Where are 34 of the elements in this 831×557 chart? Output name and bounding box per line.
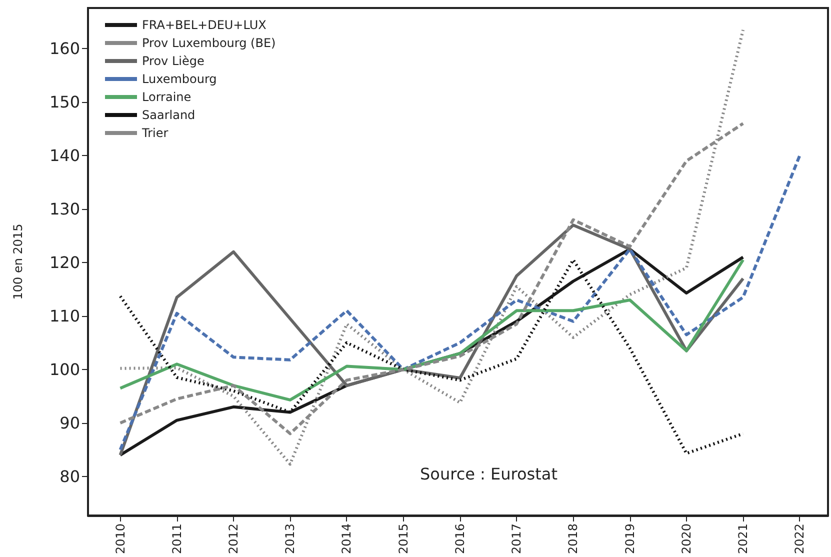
x-tick-label: 2022 (792, 523, 807, 554)
y-axis-title: 100 en 2015 (11, 224, 25, 300)
x-tick-label: 2014 (340, 523, 354, 554)
x-tick-label: 2019 (622, 523, 637, 554)
y-tick-label: 100 (49, 360, 80, 379)
x-tick-label: 2017 (510, 523, 524, 554)
legend-label: Luxembourg (142, 72, 217, 86)
y-tick-label: 90 (60, 413, 80, 432)
x-tick-label: 2015 (396, 523, 410, 554)
x-tick-label: 2016 (452, 523, 467, 554)
y-tick-label: 160 (49, 39, 80, 58)
legend-label: Prov Liège (142, 54, 204, 68)
x-tick-label: 2021 (736, 523, 750, 554)
y-tick-label: 140 (49, 146, 80, 166)
y-tick-label: 120 (49, 253, 80, 272)
x-tick-label: 2018 (566, 523, 580, 554)
x-tick-label: 2011 (170, 523, 184, 554)
y-tick-label: 150 (49, 92, 80, 112)
line-series (118, 258, 745, 402)
line-series (118, 154, 802, 452)
x-tick-label: 2013 (283, 523, 298, 554)
x-tick-label: 2010 (113, 523, 128, 554)
y-tick-label: 80 (60, 466, 80, 486)
legend-label: Prov Luxembourg (BE) (142, 36, 276, 50)
legend-label: FRA+BEL+DEU+LUX (142, 18, 266, 32)
y-tick-label: 110 (49, 306, 80, 326)
y-tick-label: 130 (49, 200, 80, 219)
legend-label: Lorraine (142, 90, 192, 104)
x-tick-label: 2012 (226, 523, 241, 554)
legend-label: Saarland (142, 108, 196, 122)
line-series (118, 28, 745, 466)
legend-label: Trier (141, 126, 168, 140)
annotation: Source : Eurostat (420, 464, 558, 484)
x-tick-label: 2020 (679, 523, 694, 554)
